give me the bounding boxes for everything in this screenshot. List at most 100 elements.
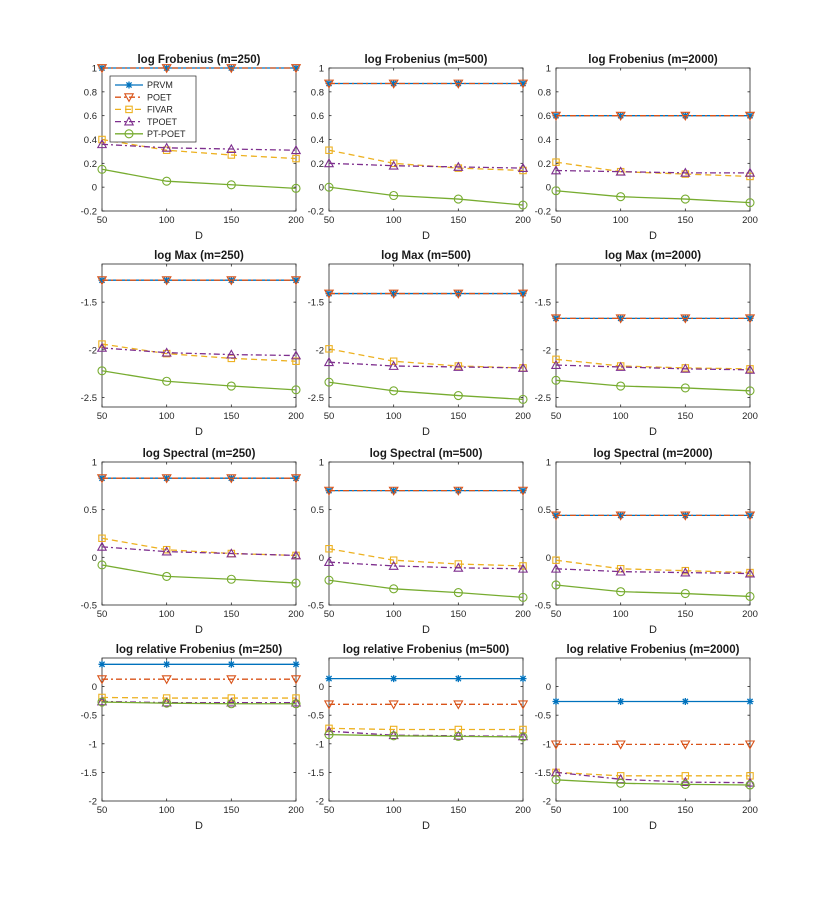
y-tick-label: 0.4 bbox=[311, 135, 324, 146]
series-line-tpoet bbox=[555, 568, 751, 575]
data-point-poet bbox=[290, 64, 302, 74]
y-tick-label: 0.6 bbox=[538, 111, 551, 122]
data-point-tpoet bbox=[517, 362, 529, 372]
data-point-poet bbox=[453, 486, 464, 496]
legend-marker-tpoet bbox=[123, 116, 135, 126]
x-tick-label: 100 bbox=[386, 411, 402, 422]
data-point-poet bbox=[226, 474, 237, 484]
y-tick-label: 0 bbox=[546, 553, 551, 564]
data-point-prvm bbox=[163, 276, 171, 284]
subplot-11: log relative Frobenius (m=500) 50 100 150 20… bbox=[308, 644, 531, 832]
subplot-title: log Spectral (m=500) bbox=[370, 448, 483, 460]
data-point-pt-poet bbox=[324, 182, 334, 192]
data-point-tpoet bbox=[550, 359, 562, 369]
series-line-pt-poet bbox=[555, 584, 751, 598]
y-tick-label: 1 bbox=[319, 458, 324, 469]
data-point-prvm bbox=[227, 660, 235, 668]
series-tpoet bbox=[550, 563, 756, 578]
data-point-prvm bbox=[390, 290, 398, 298]
data-point-pt-poet bbox=[291, 183, 301, 193]
data-point-tpoet bbox=[290, 144, 302, 155]
data-point-poet bbox=[550, 740, 562, 750]
data-point-pt-poet bbox=[616, 587, 626, 597]
subplot-1: log Frobenius (m=250) 50 100 150 200 D -0.2 0 0.… bbox=[81, 54, 304, 242]
x-tick-label: 150 bbox=[450, 805, 466, 816]
x-tick-label: 100 bbox=[613, 805, 629, 816]
data-point-poet bbox=[161, 474, 172, 484]
data-point-tpoet bbox=[323, 556, 335, 567]
y-tick-label: 0.2 bbox=[538, 159, 551, 170]
x-axis-label: D bbox=[649, 820, 657, 832]
data-point-tpoet bbox=[323, 356, 335, 367]
data-point-prvm bbox=[552, 697, 560, 705]
data-point-fivar bbox=[325, 545, 333, 553]
data-point-prvm bbox=[98, 660, 106, 668]
series-poet bbox=[323, 289, 529, 299]
data-point-fivar bbox=[325, 146, 333, 154]
data-point-poet bbox=[323, 289, 335, 299]
x-tick-label: 50 bbox=[324, 411, 335, 422]
x-axis-label: D bbox=[422, 426, 430, 438]
data-point-tpoet bbox=[453, 562, 464, 572]
y-tick-label: -2.5 bbox=[308, 393, 324, 404]
data-point-pt-poet bbox=[97, 366, 107, 376]
series-tpoet bbox=[323, 356, 529, 372]
axes-frame bbox=[328, 263, 524, 408]
data-point-poet bbox=[388, 79, 399, 89]
data-point-poet bbox=[96, 276, 108, 286]
y-tick-label: 0.4 bbox=[84, 135, 97, 146]
y-tick-label: 0.2 bbox=[84, 159, 97, 170]
x-tick-label: 150 bbox=[677, 215, 693, 226]
series-line-fivar bbox=[328, 149, 524, 172]
data-point-poet bbox=[550, 511, 562, 521]
data-point-fivar bbox=[389, 556, 398, 564]
x-tick-label: 150 bbox=[677, 805, 693, 816]
data-point-poet bbox=[517, 486, 529, 496]
data-point-tpoet bbox=[453, 361, 464, 371]
series-line-fivar bbox=[555, 161, 751, 178]
y-tick-label: -1.5 bbox=[535, 768, 551, 779]
y-tick-label: 1 bbox=[92, 64, 97, 75]
data-point-tpoet bbox=[226, 349, 237, 359]
x-axis-label: D bbox=[195, 230, 203, 242]
series-pt-poet bbox=[324, 730, 528, 742]
data-point-prvm bbox=[390, 79, 398, 87]
y-tick-label: -0.5 bbox=[535, 711, 551, 722]
series-poet bbox=[96, 675, 302, 685]
data-point-pt-poet bbox=[291, 578, 301, 588]
series-pt-poet bbox=[97, 560, 301, 588]
subplot-title: log Frobenius (m=250) bbox=[137, 54, 260, 66]
data-point-pt-poet bbox=[226, 574, 236, 584]
y-tick-label: -1.5 bbox=[535, 298, 551, 309]
y-tick-label: 0 bbox=[92, 553, 97, 564]
axes-frame bbox=[101, 461, 297, 606]
series-prvm bbox=[552, 697, 754, 705]
data-point-tpoet bbox=[161, 697, 172, 707]
axes-frame bbox=[328, 67, 524, 212]
y-tick-label: -0.5 bbox=[81, 601, 97, 612]
data-point-tpoet bbox=[96, 138, 108, 149]
x-tick-label: 50 bbox=[551, 215, 562, 226]
series-poet bbox=[550, 511, 756, 521]
data-point-pt-poet bbox=[97, 697, 107, 707]
data-point-poet bbox=[517, 79, 529, 89]
series-line-fivar bbox=[555, 358, 751, 370]
data-point-tpoet bbox=[680, 776, 691, 787]
data-point-pt-poet bbox=[745, 591, 755, 601]
data-point-poet bbox=[388, 700, 399, 710]
legend-box bbox=[109, 75, 197, 143]
data-point-tpoet bbox=[680, 567, 691, 577]
legend-label-tpoet: TPOET bbox=[147, 117, 178, 127]
x-tick-label: 150 bbox=[677, 411, 693, 422]
data-point-prvm bbox=[617, 511, 625, 519]
subplot-title: log relative Frobenius (m=250) bbox=[116, 644, 283, 656]
series-line-tpoet bbox=[101, 546, 297, 557]
data-point-pt-poet bbox=[453, 391, 463, 401]
x-axis-label: D bbox=[195, 426, 203, 438]
data-point-pt-poet bbox=[389, 386, 399, 396]
data-point-poet bbox=[744, 314, 756, 324]
subplot-title: log Frobenius (m=500) bbox=[364, 54, 487, 66]
data-point-pt-poet bbox=[680, 589, 690, 599]
data-point-poet bbox=[453, 700, 464, 710]
data-point-fivar bbox=[389, 159, 398, 168]
